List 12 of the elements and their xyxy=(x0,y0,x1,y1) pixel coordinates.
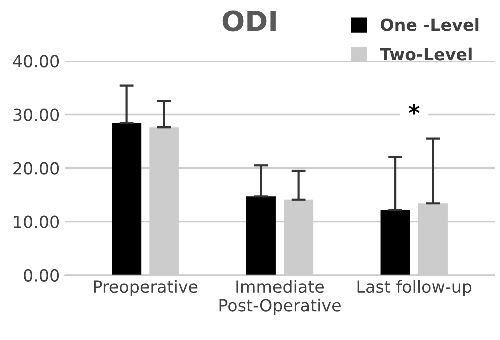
y-tick-label: 10.00 xyxy=(14,216,60,228)
x-tick-label: Immediate Post-Operative xyxy=(220,280,341,316)
chart-title: ODI xyxy=(222,10,276,32)
legend-label: Two-Level xyxy=(380,48,472,61)
annotation: * xyxy=(409,104,420,115)
y-tick-label: 40.00 xyxy=(13,55,60,68)
y-tick-label: 30.00 xyxy=(14,108,60,122)
y-tick-label: 20.00 xyxy=(14,162,60,175)
x-tick-label: Last follow-up xyxy=(358,280,472,296)
y-tick-label: 0.00 xyxy=(24,269,60,282)
x-tick-label: Preoperative xyxy=(94,280,198,296)
legend-label: One -Level xyxy=(380,18,479,32)
